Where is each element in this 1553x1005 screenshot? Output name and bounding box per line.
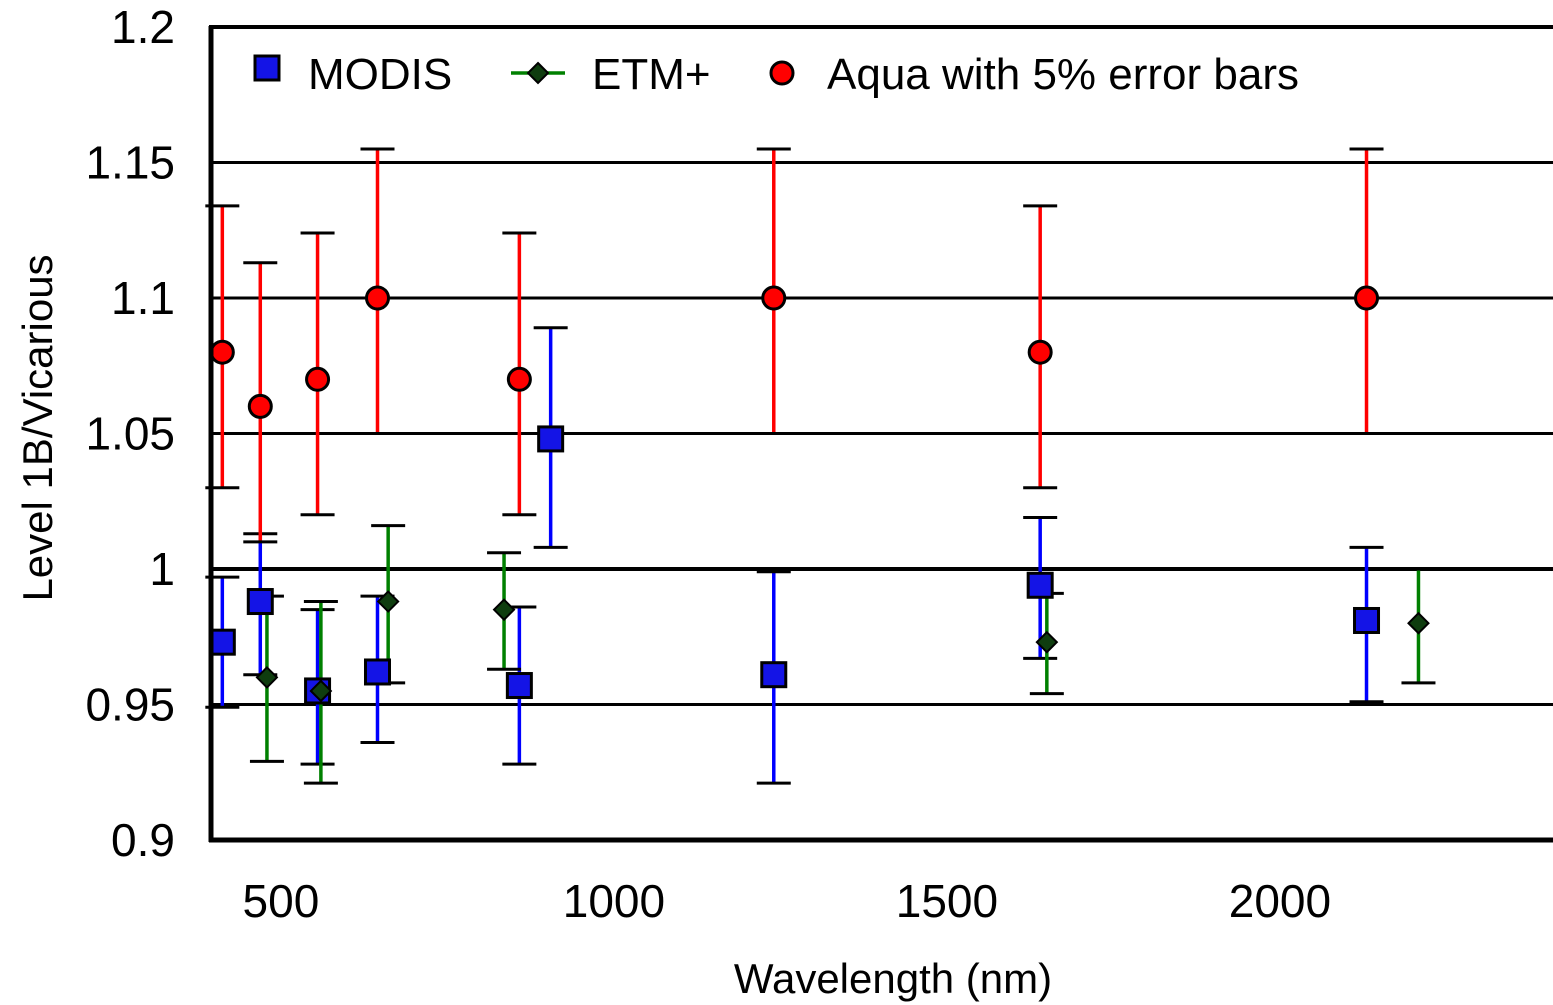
y-tick-label: 1.1 [111, 272, 175, 324]
aqua-marker [209, 339, 235, 365]
modis-marker [364, 658, 392, 686]
modis-marker [537, 425, 565, 453]
etm-marker [376, 590, 400, 613]
legend-symbol [769, 60, 795, 86]
modis-marker [246, 588, 274, 616]
modis-marker [760, 661, 788, 689]
y-tick-label: 0.95 [85, 679, 175, 731]
etm-marker [255, 665, 279, 689]
modis-marker [1353, 606, 1381, 634]
y-tick-label: 1.2 [111, 1, 175, 53]
grid-lines [211, 161, 1553, 706]
legend-label: Aqua with 5% error bars [827, 50, 1299, 99]
legend-label: MODIS [308, 50, 452, 99]
aqua-marker [1354, 285, 1380, 311]
aqua-marker [305, 366, 331, 392]
aqua-marker [247, 393, 273, 419]
y-tick-label: 0.9 [111, 814, 175, 866]
aqua-marker [1027, 339, 1053, 365]
etm-marker [1035, 630, 1059, 654]
modis-marker [1026, 571, 1054, 599]
modis-marker [208, 628, 236, 656]
etm-marker [309, 679, 333, 703]
tick-labels: 0.9 0.95 1 1.05 1.1 1.15 1.2 500 1000 1500 2000 [85, 1, 1331, 927]
error-bars [205, 147, 1436, 785]
aqua-marker [506, 366, 532, 392]
y-tick-label: 1.05 [85, 408, 175, 460]
legend: MODIS ETM+ Aqua with 5% error bars [253, 50, 1299, 99]
legend-label: ETM+ [592, 50, 711, 99]
modis-marker [505, 672, 533, 700]
x-tick-label: 2000 [1229, 875, 1331, 927]
aqua-marker [365, 285, 391, 311]
y-tick-label: 1.15 [85, 137, 175, 189]
data-markers [208, 285, 1430, 705]
aqua-marker [761, 285, 787, 311]
x-tick-label: 1500 [896, 875, 998, 927]
etm-marker [492, 598, 516, 622]
plot-frame [208, 25, 1553, 843]
x-axis-title: Wavelength (nm) [734, 955, 1052, 1002]
legend-symbol [253, 54, 281, 82]
etm-marker [1407, 611, 1430, 635]
y-axis-title: Level 1B/Vicarious [14, 254, 61, 601]
x-tick-label: 1000 [563, 875, 665, 927]
legend-symbol [526, 61, 550, 85]
y-tick-label: 1 [149, 543, 175, 595]
x-tick-label: 500 [243, 875, 320, 927]
